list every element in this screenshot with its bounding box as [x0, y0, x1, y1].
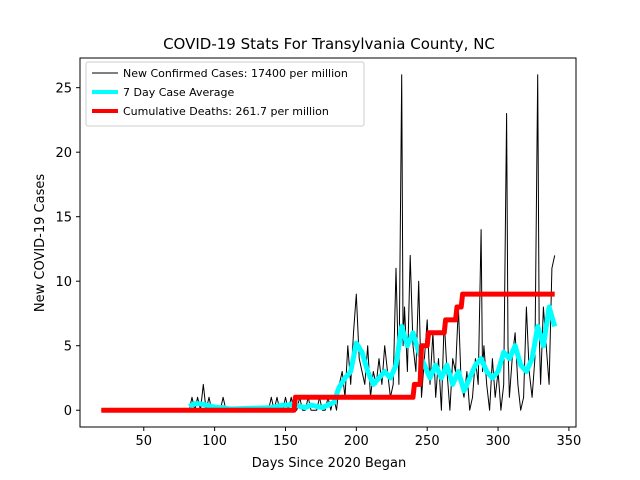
y-tick-label: 0	[64, 404, 72, 419]
x-tick-label: 100	[202, 434, 227, 449]
legend-frame	[85, 61, 365, 127]
x-axis-label: Days Since 2020 Began	[252, 456, 407, 471]
legend-label-new-cases: New Confirmed Cases: 17400 per million	[123, 67, 348, 80]
series-line-7-day-average	[188, 304, 558, 412]
chart-title: COVID-19 Stats For Transylvania County, …	[163, 35, 495, 53]
plot-area: 50 100 150 200 250 300 350 0 5 10 15 20 25	[55, 57, 582, 449]
legend: New Confirmed Cases: 17400 per million 7…	[85, 61, 365, 127]
x-tick-label: 50	[135, 434, 152, 449]
y-tick-label: 15	[55, 211, 72, 226]
y-tick-label: 20	[55, 146, 72, 161]
series-line-cumulative-deaths	[101, 291, 555, 413]
y-tick-label: 25	[55, 82, 72, 97]
x-tick-label: 150	[273, 434, 298, 449]
x-tick-label: 200	[344, 434, 369, 449]
legend-label-7-day-average: 7 Day Case Average	[123, 86, 235, 99]
legend-label-cumulative-deaths: Cumulative Deaths: 261.7 per million	[123, 105, 329, 118]
y-axis-label: New COVID-19 Cases	[33, 174, 48, 312]
plot-frame	[79, 57, 577, 428]
y-tick-label: 10	[55, 275, 72, 290]
y-tick-label: 5	[64, 340, 72, 355]
x-tick-label: 350	[557, 434, 582, 449]
x-tick-label: 300	[486, 434, 511, 449]
x-tick-label: 250	[415, 434, 440, 449]
